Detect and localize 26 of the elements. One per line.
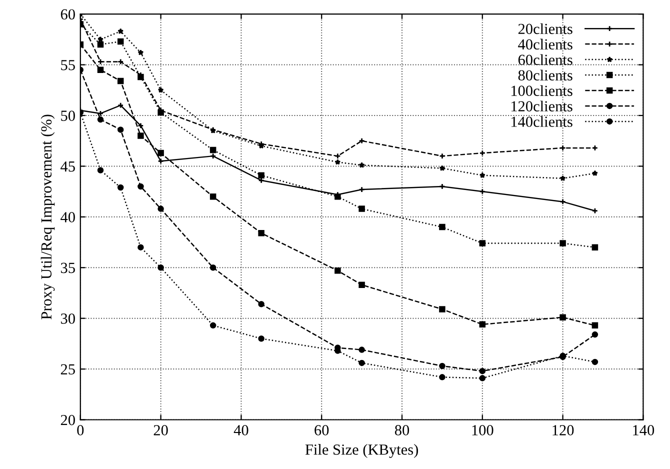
x-tick-label: 40 (234, 425, 248, 436)
legend-label: 60clients (518, 54, 572, 66)
y-tick-label: 40 (60, 212, 75, 222)
x-tick-label: 80 (394, 425, 410, 436)
y-tick-label: 45 (60, 161, 75, 172)
y-tick-label: 60 (60, 9, 75, 20)
legend-label: 140clients (511, 116, 572, 127)
y-tick-label: 55 (61, 60, 75, 70)
y-tick-label: 20 (60, 414, 75, 426)
y-tick-label: 30 (60, 313, 75, 324)
x-tick-label: 60 (314, 425, 329, 436)
x-tick-label: 120 (552, 425, 574, 436)
x-tick-label: 20 (154, 425, 168, 436)
legend-label: 40clients (518, 38, 572, 50)
legend-label: 80clients (518, 70, 572, 81)
legend-label: 120clients (511, 100, 572, 112)
y-tick-label: 35 (60, 262, 75, 274)
y-tick-label: 50 (61, 110, 75, 121)
x-tick-label: 0 (77, 425, 84, 436)
y-tick-label: 25 (60, 364, 75, 374)
x-tick-label: 100 (472, 425, 494, 436)
legend-label: 20clients (518, 23, 572, 34)
legend-label: 100clients (511, 85, 572, 96)
y-axis-title: Proxy Util/Req Improvement (%) (40, 114, 55, 320)
x-axis-title: File Size (KBytes) (305, 444, 418, 458)
x-tick-label: 140 (633, 425, 654, 436)
